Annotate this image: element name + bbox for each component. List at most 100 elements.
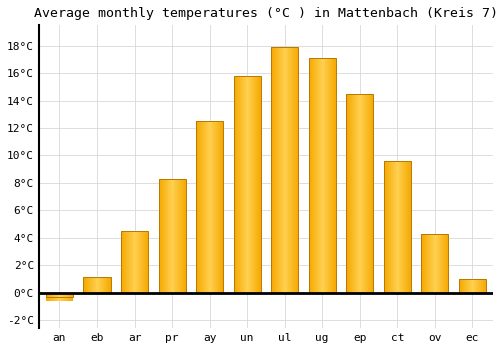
Bar xyxy=(251,76,252,293)
Bar xyxy=(87,278,88,293)
Bar xyxy=(476,279,477,293)
Bar xyxy=(446,233,447,293)
Bar xyxy=(236,76,237,293)
Bar xyxy=(197,121,198,293)
Bar xyxy=(209,121,210,293)
Bar xyxy=(211,121,212,293)
Bar xyxy=(463,279,464,293)
Bar xyxy=(315,58,316,293)
Bar xyxy=(63,293,64,297)
Bar xyxy=(357,94,358,293)
Bar xyxy=(70,293,71,297)
Bar xyxy=(370,94,372,293)
Bar xyxy=(69,297,70,301)
Bar xyxy=(133,231,134,293)
Bar xyxy=(89,278,90,293)
Bar xyxy=(331,58,332,293)
Bar xyxy=(466,279,467,293)
Bar xyxy=(483,279,484,293)
Bar xyxy=(252,76,254,293)
Bar xyxy=(67,297,68,301)
Bar xyxy=(90,278,91,293)
Bar xyxy=(256,76,258,293)
Bar xyxy=(356,94,357,293)
Bar xyxy=(359,94,360,293)
Bar xyxy=(366,94,368,293)
Bar xyxy=(471,279,472,293)
Bar xyxy=(182,179,183,293)
Bar xyxy=(312,58,313,293)
Bar xyxy=(245,76,246,293)
Bar xyxy=(158,179,186,293)
Bar xyxy=(275,47,276,293)
Bar xyxy=(172,179,173,293)
Bar xyxy=(183,179,184,293)
Bar xyxy=(207,121,208,293)
Bar xyxy=(358,94,359,293)
Bar xyxy=(159,179,160,293)
Bar xyxy=(241,76,242,293)
Bar xyxy=(396,161,398,293)
Bar xyxy=(369,94,370,293)
Bar xyxy=(234,76,260,293)
Bar xyxy=(93,278,94,293)
Bar xyxy=(424,233,426,293)
Bar xyxy=(218,121,219,293)
Bar xyxy=(144,231,146,293)
Bar xyxy=(367,94,368,293)
Bar xyxy=(132,231,134,293)
Bar xyxy=(136,231,138,293)
Bar xyxy=(407,161,408,293)
Bar xyxy=(327,58,328,293)
Bar xyxy=(129,231,130,293)
Bar xyxy=(61,297,62,301)
Bar xyxy=(436,233,437,293)
Bar xyxy=(214,121,215,293)
Bar xyxy=(212,121,213,293)
Bar xyxy=(130,231,131,293)
Bar xyxy=(237,76,238,293)
Bar xyxy=(286,47,287,293)
Bar xyxy=(434,233,435,293)
Bar xyxy=(386,161,388,293)
Bar xyxy=(475,279,476,293)
Bar xyxy=(439,233,440,293)
Bar xyxy=(159,179,160,293)
Bar xyxy=(444,233,445,293)
Bar xyxy=(271,47,298,293)
Bar xyxy=(284,47,286,293)
Bar xyxy=(363,94,364,293)
Bar xyxy=(296,47,297,293)
Bar xyxy=(362,94,363,293)
Bar xyxy=(368,94,370,293)
Bar xyxy=(308,58,336,293)
Bar xyxy=(107,278,108,293)
Bar xyxy=(54,293,56,297)
Bar xyxy=(246,76,247,293)
Bar xyxy=(480,279,482,293)
Bar xyxy=(427,233,428,293)
Bar xyxy=(367,94,368,293)
Bar xyxy=(361,94,362,293)
Bar xyxy=(438,233,439,293)
Bar xyxy=(359,94,360,293)
Bar xyxy=(71,297,72,301)
Bar xyxy=(324,58,325,293)
Bar xyxy=(135,231,136,293)
Bar xyxy=(158,179,160,293)
Bar xyxy=(462,279,463,293)
Bar xyxy=(320,58,321,293)
Bar xyxy=(250,76,252,293)
Bar xyxy=(100,278,101,293)
Bar xyxy=(352,94,353,293)
Bar xyxy=(91,278,92,293)
Bar xyxy=(166,179,168,293)
Bar xyxy=(184,179,185,293)
Bar xyxy=(244,76,245,293)
Bar xyxy=(278,47,280,293)
Bar xyxy=(142,231,144,293)
Bar xyxy=(351,94,352,293)
Bar xyxy=(196,121,223,293)
Bar xyxy=(440,233,441,293)
Bar xyxy=(131,231,132,293)
